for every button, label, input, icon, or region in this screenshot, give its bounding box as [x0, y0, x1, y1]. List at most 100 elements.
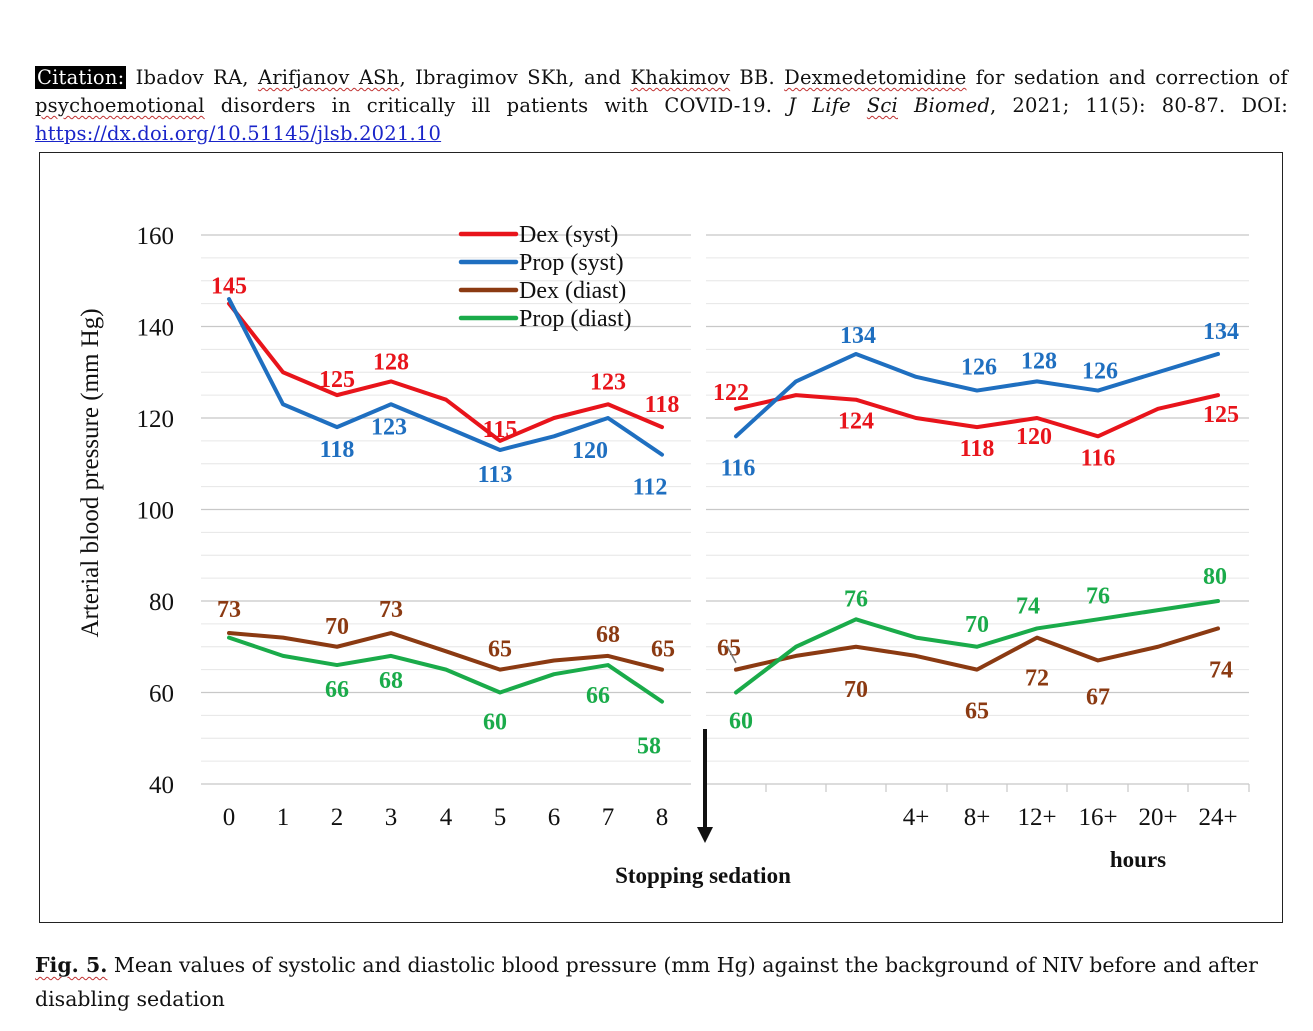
data-label: 123 — [371, 414, 407, 440]
y-axis-label: Arterial blood pressure (mm Hg) — [77, 308, 104, 637]
x-tick-label: 8 — [656, 804, 669, 831]
data-label: 128 — [1021, 348, 1057, 374]
x-tick-label: 3 — [385, 804, 398, 831]
y-tick-label: 40 — [149, 772, 174, 799]
stop-arrow-head — [697, 827, 713, 843]
data-label: 70 — [965, 612, 989, 638]
caption-text: Mean values of systolic and diastolic bl… — [35, 953, 1258, 1011]
citation-authors-3: , Ibragimov SKh, and — [399, 66, 622, 89]
data-label: 124 — [838, 409, 874, 435]
data-label: 120 — [572, 438, 608, 464]
x-tick-label: 24+ — [1198, 804, 1237, 831]
data-label: 76 — [1086, 583, 1110, 609]
x-tick-label: 6 — [548, 804, 561, 831]
data-label: 70 — [844, 677, 868, 703]
y-tick-label: 80 — [149, 589, 174, 616]
citation-title-4: disorders in critically ill patients wit… — [220, 94, 773, 117]
data-label: 73 — [379, 597, 403, 623]
y-tick-label: 140 — [137, 315, 175, 342]
x-tick-label: 1 — [277, 804, 290, 831]
data-label: 128 — [373, 349, 409, 375]
data-label: 115 — [483, 417, 518, 443]
x-tick-label: 8+ — [964, 804, 991, 831]
x-tick-label: 5 — [494, 804, 507, 831]
data-label: 76 — [844, 586, 868, 612]
data-label: 118 — [645, 392, 680, 418]
data-label: 68 — [379, 668, 403, 694]
series-line-prop-diast-after — [734, 599, 1220, 695]
data-label: 113 — [478, 462, 513, 488]
data-label: 126 — [961, 355, 997, 381]
y-tick-label: 120 — [137, 406, 175, 433]
data-label: 120 — [1016, 424, 1052, 450]
citation-authors-5: BB. — [739, 66, 775, 89]
citation-block: Citation: Ibadov RA, Arifjanov ASh, Ibra… — [35, 64, 1288, 148]
data-label: 122 — [713, 380, 749, 406]
data-label: 74 — [1209, 657, 1233, 683]
legend-entry: Dex (diast) — [519, 278, 626, 304]
figure-caption: Fig. 5. Mean values of systolic and dias… — [35, 948, 1285, 1016]
series-line-dex-diast-before — [227, 631, 664, 672]
x-tick-label: 4+ — [903, 804, 930, 831]
data-label: 66 — [586, 683, 610, 709]
data-label: 66 — [325, 677, 349, 703]
data-label: 134 — [840, 323, 876, 349]
doi-link[interactable]: https://dx.doi.org/10.51145/jlsb.2021.10 — [35, 122, 442, 145]
legend-entry: Prop (diast) — [519, 306, 632, 332]
hours-label: hours — [1110, 847, 1166, 872]
y-tick-label: 60 — [149, 681, 174, 708]
citation-title-2: for sedation and correction of — [975, 66, 1288, 89]
citation-journal-2: Sci — [866, 94, 898, 117]
data-label: 116 — [1081, 445, 1116, 471]
x-tick-label: 0 — [223, 804, 236, 831]
citation-authors-1: Ibadov RA, — [135, 66, 249, 89]
legend-entry: Prop (syst) — [519, 250, 624, 276]
data-label: 65 — [651, 637, 675, 663]
data-label: 60 — [483, 710, 507, 736]
data-label: 125 — [319, 367, 355, 393]
label-leader-line — [726, 645, 737, 664]
citation-title-1: Dexmedetomidine — [784, 66, 967, 89]
citation-authors-4: Khakimov — [630, 66, 731, 89]
data-label: 145 — [211, 274, 247, 300]
y-tick-label: 100 — [137, 498, 175, 525]
data-label: 74 — [1016, 593, 1040, 619]
x-tick-label: 4 — [440, 804, 453, 831]
citation-tag: Citation: — [35, 66, 127, 89]
data-label: 60 — [729, 709, 753, 735]
series-line-prop-diast-before — [227, 635, 664, 704]
data-label: 80 — [1203, 564, 1227, 590]
series-line-dex-syst-after — [734, 393, 1220, 439]
x-tick-label: 7 — [602, 804, 615, 831]
data-label: 67 — [1086, 684, 1110, 710]
series-line-prop-syst-after — [734, 351, 1220, 439]
data-label: 70 — [325, 614, 349, 640]
data-label: 116 — [721, 455, 756, 481]
series-line-dex-syst-before — [227, 301, 664, 443]
data-label: 58 — [637, 734, 661, 760]
citation-authors-2: Arifjanov ASh — [257, 66, 400, 89]
series-line-prop-syst-before — [227, 297, 664, 457]
stopping-sedation-label: Stopping sedation — [615, 863, 791, 888]
citation-journal-1: J Life — [788, 94, 851, 117]
citation-journal-3: Biomed — [913, 94, 991, 117]
figure-frame: 40 60 80 100 120 140 160 Arterial blood pressur… — [39, 152, 1283, 923]
citation-details: , 2021; 11(5): 80-87. DOI: — [990, 94, 1289, 117]
data-label: 118 — [960, 436, 995, 462]
data-label: 65 — [965, 699, 989, 725]
x-tick-label: 2 — [331, 804, 344, 831]
data-label: 126 — [1082, 359, 1118, 385]
data-label: 72 — [1025, 666, 1049, 692]
y-tick-label: 160 — [137, 223, 175, 250]
data-label: 65 — [488, 637, 512, 663]
citation-title-3: psychoemotional — [35, 94, 205, 117]
data-label: 118 — [320, 437, 355, 463]
data-label: 123 — [590, 369, 626, 395]
legend-entry: Dex (syst) — [519, 222, 618, 248]
data-label: 73 — [217, 597, 241, 623]
data-label: 125 — [1203, 402, 1239, 428]
x-tick-label: 12+ — [1017, 804, 1056, 831]
x-tick-label: 16+ — [1078, 804, 1117, 831]
data-label: 68 — [596, 622, 620, 648]
